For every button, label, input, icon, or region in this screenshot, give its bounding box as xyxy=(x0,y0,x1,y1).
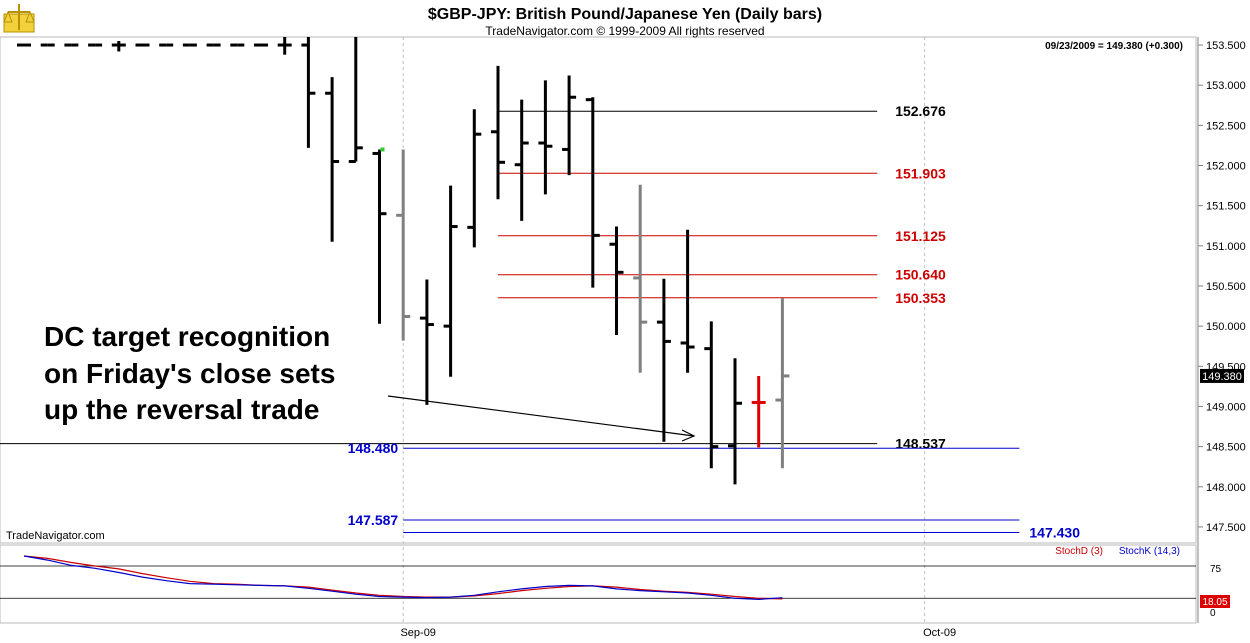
signal-marker xyxy=(380,147,385,152)
annotation-line-1: DC target recognition xyxy=(44,321,330,352)
target-line-label: 151.903 xyxy=(895,165,946,181)
ohlc-bar xyxy=(633,184,648,373)
target-line-label: 147.587 xyxy=(348,512,399,528)
grid-layer xyxy=(402,37,926,623)
ohlc-bar xyxy=(325,77,340,242)
price-panel-frame xyxy=(0,36,1197,544)
y-tick-label: 150.000 xyxy=(1206,321,1246,333)
ohlc-bar xyxy=(372,149,387,324)
target-line-label: 147.430 xyxy=(1029,525,1080,541)
y-tick-label: 153.500 xyxy=(1206,40,1246,52)
y-tick-label: 148.000 xyxy=(1206,482,1246,494)
target-line-label: 151.125 xyxy=(895,228,946,244)
target-line-label: 152.676 xyxy=(895,103,946,119)
trade-navigator-logo-icon[interactable] xyxy=(3,4,35,33)
x-tick-label: Oct-09 xyxy=(923,627,956,639)
y-tick-label: 152.500 xyxy=(1206,120,1246,132)
ohlc-bar xyxy=(609,226,624,335)
ohlc-bar xyxy=(301,37,316,148)
ohlc-bar xyxy=(443,185,458,377)
ohlc-bar xyxy=(562,75,577,176)
stoch-k-series xyxy=(23,555,783,601)
copyright-text: TradeNavigator.com © 1999-2009 All right… xyxy=(485,24,764,38)
ohlc-bar xyxy=(277,37,292,55)
y-tick-label: 147.500 xyxy=(1206,522,1246,534)
ohlc-bar xyxy=(585,97,600,288)
target-line-label: 150.353 xyxy=(895,290,946,306)
price-axis: 153.500 153.000 152.500 152.000 151.500 151.0… xyxy=(1198,40,1246,534)
stoch-level-75: 75 xyxy=(1210,564,1222,575)
ohlc-bar xyxy=(704,321,719,469)
ohlc-bar xyxy=(538,80,553,195)
stoch-d-label: StochD (3) xyxy=(1055,546,1103,557)
stoch-k-label: StochK (14,3) xyxy=(1119,546,1180,557)
y-tick-label: 153.000 xyxy=(1206,80,1246,92)
stoch-value-text: 18.05 xyxy=(1202,597,1227,608)
ohlc-bar xyxy=(728,358,742,485)
target-line-label: 148.480 xyxy=(348,440,399,456)
ohlc-bar xyxy=(751,375,766,448)
y-tick-label: 151.500 xyxy=(1206,201,1246,213)
ohlc-bar xyxy=(491,65,505,200)
last-price-tag-text: 149.380 xyxy=(1202,371,1242,383)
last-quote-text: 09/23/2009 = 149.380 (+0.300) xyxy=(1045,41,1183,52)
ohlc-bar xyxy=(111,41,126,52)
ohlc-bar xyxy=(775,298,790,469)
target-line-label: 150.640 xyxy=(895,267,946,283)
watermark-text: TradeNavigator.com xyxy=(6,530,105,542)
annotation-arrow xyxy=(387,395,696,442)
x-tick-label: Sep-09 xyxy=(400,627,435,639)
y-tick-label: 150.500 xyxy=(1206,281,1246,293)
y-tick-label: 152.000 xyxy=(1206,161,1246,173)
last-price-tag xyxy=(1200,368,1244,383)
stoch-level-0: 0 xyxy=(1210,608,1216,619)
chart-title: $GBP-JPY: British Pound/Japanese Yen (Da… xyxy=(428,6,822,23)
date-axis: Sep-09 Oct-09 xyxy=(400,627,956,639)
y-tick-label: 151.000 xyxy=(1206,241,1246,253)
ohlc-bar xyxy=(680,229,695,373)
y-tick-label: 149.000 xyxy=(1206,401,1246,413)
y-tick-label: 148.500 xyxy=(1206,442,1246,454)
annotation-line-2: on Friday's close sets xyxy=(44,358,335,389)
indicator-panel-frame xyxy=(0,544,1197,624)
ohlc-bar xyxy=(514,99,529,221)
ohlc-bar xyxy=(396,149,411,341)
ohlc-bar xyxy=(656,278,671,442)
ohlc-bar xyxy=(419,279,434,405)
ohlc-bar xyxy=(348,37,363,163)
price-bars xyxy=(17,37,790,485)
stochastic-panel xyxy=(0,555,1196,601)
stoch-value-tag xyxy=(1200,595,1230,608)
target-line-label: 148.537 xyxy=(895,436,946,452)
annotation-line-3: up the reversal trade xyxy=(44,394,319,425)
ohlc-bar xyxy=(467,109,482,248)
